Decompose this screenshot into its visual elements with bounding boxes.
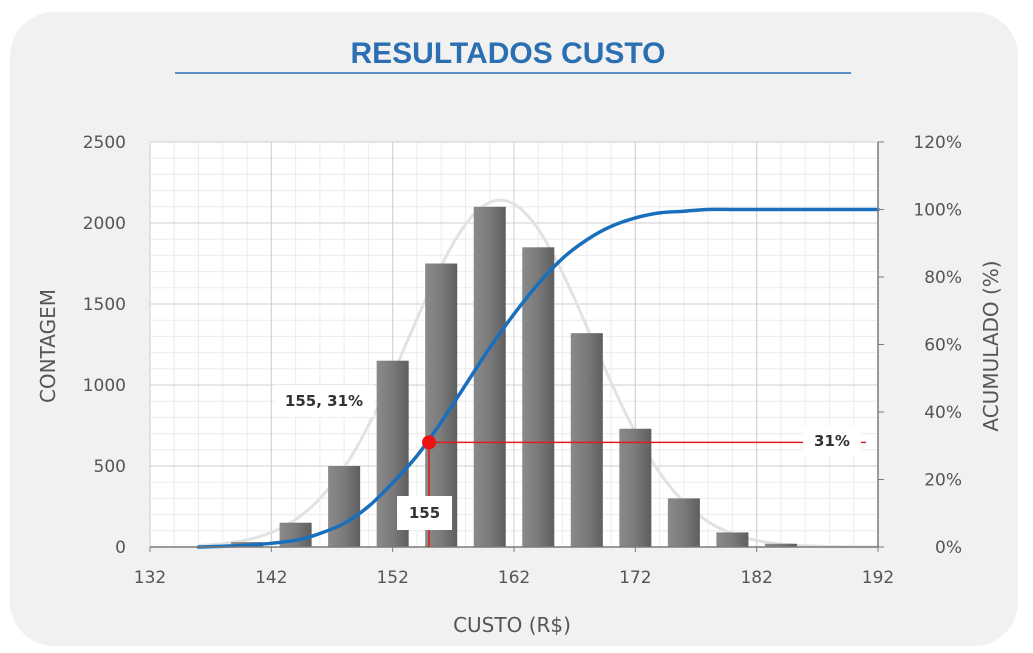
y-value-annotation-box: [803, 426, 861, 456]
x-tick-label: 132: [134, 568, 166, 588]
bar: [522, 247, 555, 548]
x-tick-label: 182: [740, 568, 772, 588]
x-tick-label: 192: [862, 568, 894, 588]
y-tick-label: 0: [115, 538, 126, 558]
normal-curve: [198, 198, 878, 549]
y-tick-label: 2500: [83, 133, 126, 153]
x-value-annotation-box: [397, 496, 452, 530]
y-tick-label: 1000: [83, 376, 126, 396]
cumulative-series: [196, 207, 880, 549]
x-axis-label: CUSTO (R$): [453, 613, 571, 637]
point-annotation: 155, 31%: [285, 392, 363, 410]
bar: [570, 333, 603, 547]
y-tick-label: 1500: [83, 295, 126, 315]
y-value-annotation: 31%: [814, 432, 850, 450]
y-tick-label: 2000: [83, 214, 126, 234]
axes: 132 142 152 162 172 182 192 0 500 1000 1500 2000 250…: [83, 133, 962, 588]
marker-point: [422, 435, 437, 450]
y2-tick-label: 0%: [935, 538, 962, 558]
annotations: 155, 31% 155 31%: [274, 385, 866, 547]
x-tick-label: 152: [376, 568, 408, 588]
bar: [328, 466, 361, 547]
cumulative-line: [196, 207, 880, 549]
bar: [473, 206, 506, 548]
point-annotation-box: [274, 385, 374, 417]
x-tick-label: 172: [619, 568, 651, 588]
x-value-annotation: 155: [409, 504, 440, 522]
bar: [619, 428, 652, 547]
chart-title: RESULTADOS CUSTO: [350, 37, 665, 70]
y2-tick-label: 60%: [924, 336, 962, 356]
x-tick-label: 162: [498, 568, 530, 588]
y2-tick-label: 120%: [913, 133, 962, 153]
y2-axis-label: ACUMULADO (%): [979, 260, 1003, 431]
bar: [764, 543, 797, 547]
y-tick-label: 500: [94, 457, 126, 477]
normal-curve-path: [198, 198, 878, 549]
y-axis-label: CONTAGEM: [36, 289, 60, 403]
x-tick-label: 142: [255, 568, 287, 588]
y2-tick-label: 80%: [924, 268, 962, 288]
bar: [716, 532, 749, 547]
y2-tick-label: 100%: [913, 201, 962, 221]
bar: [667, 498, 700, 547]
y2-tick-label: 40%: [924, 403, 962, 423]
y2-tick-label: 20%: [924, 471, 962, 491]
